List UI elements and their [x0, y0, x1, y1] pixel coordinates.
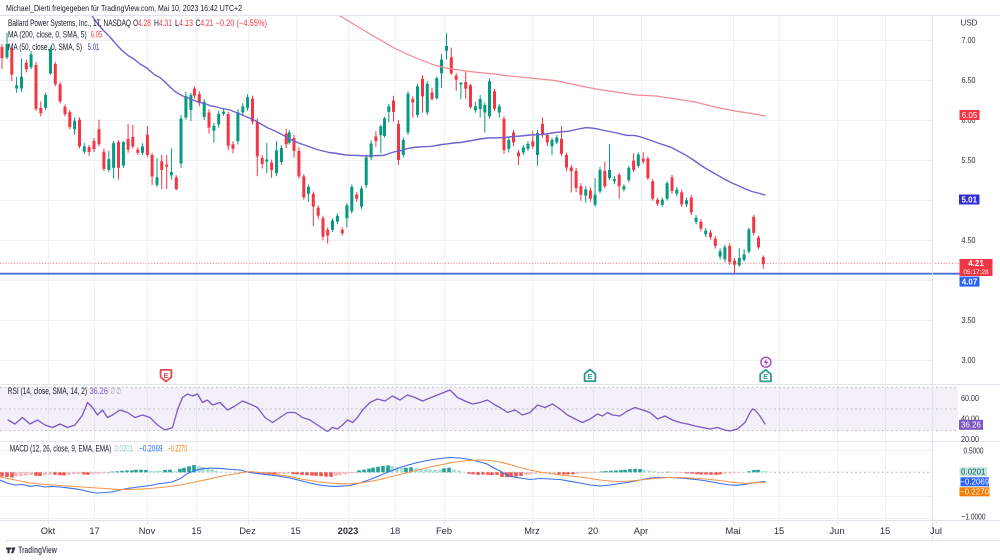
svg-text:4.07: 4.07 — [962, 277, 978, 286]
svg-text:Jun: Jun — [830, 526, 845, 536]
svg-text:−0.20 (−4.55%): −0.20 (−4.55%) — [216, 18, 268, 28]
svg-text:4.21: 4.21 — [968, 259, 984, 268]
svg-text:05:17:28: 05:17:28 — [963, 269, 989, 276]
svg-text:3.50: 3.50 — [962, 315, 976, 325]
svg-text:36.26: 36.26 — [90, 386, 108, 396]
svg-text:Nov: Nov — [139, 526, 156, 536]
svg-text:RSI (14, close, SMA, 14, 2): RSI (14, close, SMA, 14, 2) — [8, 386, 87, 396]
svg-text:−0.2069: −0.2069 — [960, 477, 990, 486]
svg-text:40.00: 40.00 — [961, 414, 979, 424]
svg-text:TradingView: TradingView — [18, 545, 57, 555]
svg-text:−0.2270: −0.2270 — [960, 487, 990, 496]
svg-text:−0.2069: −0.2069 — [139, 443, 162, 453]
svg-text:−0.2270: −0.2270 — [168, 443, 188, 453]
svg-text:Dez: Dez — [239, 526, 256, 536]
svg-text:MA (50, close, 0, SMA, 5): MA (50, close, 0, SMA, 5) — [8, 42, 82, 52]
svg-text:Mai: Mai — [726, 526, 741, 536]
svg-text:E: E — [763, 374, 768, 381]
svg-text:USD: USD — [961, 18, 978, 28]
svg-text:L4.13: L4.13 — [175, 18, 193, 28]
svg-text:E: E — [588, 374, 593, 381]
svg-text:5.01: 5.01 — [88, 42, 100, 52]
svg-text:Ballard Power Systems, Inc., 1: Ballard Power Systems, Inc., 1T, NASDAQ — [8, 18, 131, 28]
svg-text:3.00: 3.00 — [962, 355, 976, 365]
svg-text:36.26: 36.26 — [961, 421, 982, 430]
svg-text:5.50: 5.50 — [962, 155, 976, 165]
svg-text:0.0201: 0.0201 — [114, 443, 133, 453]
svg-text:4.50: 4.50 — [962, 235, 976, 245]
svg-text:20.00: 20.00 — [961, 434, 979, 444]
svg-text:15: 15 — [880, 526, 890, 536]
svg-text:E: E — [164, 373, 169, 380]
svg-text:∅ ∅: ∅ ∅ — [111, 386, 122, 396]
svg-text:6.50: 6.50 — [962, 75, 976, 85]
svg-text:Mrz: Mrz — [524, 526, 540, 536]
svg-text:Michael_Dierti freigegeben für: Michael_Dierti freigegeben für TradingVi… — [6, 3, 242, 13]
svg-text:6.05: 6.05 — [962, 111, 978, 120]
svg-text:7.00: 7.00 — [962, 35, 976, 45]
svg-text:15: 15 — [774, 526, 784, 536]
svg-text:20: 20 — [588, 526, 598, 536]
svg-text:Jul: Jul — [930, 526, 942, 536]
svg-text:18: 18 — [390, 526, 400, 536]
svg-text:17: 17 — [89, 526, 99, 536]
svg-text:0.5000: 0.5000 — [964, 446, 984, 456]
svg-text:5.01: 5.01 — [961, 195, 977, 204]
svg-text:MACD (12, 26, close, 9, EMA, E: MACD (12, 26, close, 9, EMA, EMA) — [10, 443, 111, 453]
svg-text:Apr: Apr — [634, 526, 648, 536]
svg-text:Feb: Feb — [436, 526, 452, 536]
svg-text:MA (200, close, 0, SMA, 5): MA (200, close, 0, SMA, 5) — [8, 29, 87, 39]
svg-text:15: 15 — [191, 526, 201, 536]
svg-text:O4.28: O4.28 — [133, 18, 151, 28]
svg-text:60.00: 60.00 — [961, 393, 979, 403]
svg-text:−1.0000: −1.0000 — [962, 511, 986, 521]
svg-text:0.0201: 0.0201 — [961, 467, 986, 476]
svg-text:H4.31: H4.31 — [154, 18, 172, 28]
svg-text:6.05: 6.05 — [91, 29, 103, 39]
svg-text:Okt: Okt — [41, 526, 56, 536]
svg-text:C4.21: C4.21 — [196, 18, 214, 28]
svg-text:15: 15 — [290, 526, 300, 536]
svg-text:2023: 2023 — [338, 526, 359, 536]
